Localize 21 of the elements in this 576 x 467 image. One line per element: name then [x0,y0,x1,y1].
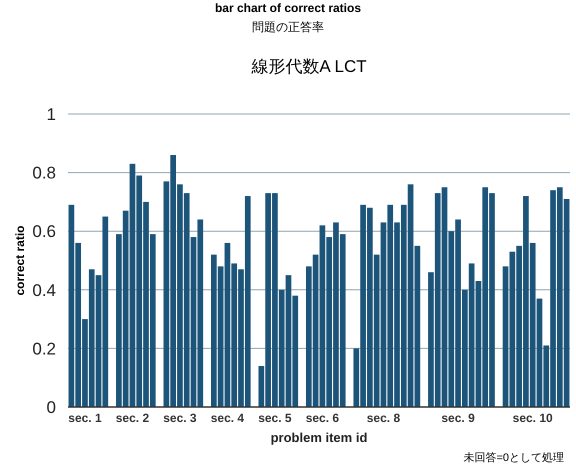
y-tick-label: 0 [46,398,56,417]
text: 線形代数A LCT [250,57,367,76]
y-axis-title: correct ratio [13,225,27,296]
y-tick-label: 0.6 [32,222,56,242]
x-tick-label: sec. 5 [258,411,292,425]
y-tick-label: 0.2 [32,339,56,358]
chart-title: bar chart of correct ratios [214,1,362,15]
x-tick-label: sec. 3 [163,411,197,425]
x-tick-label: sec. 2 [116,411,150,425]
x-tick-label: sec. 6 [306,411,340,425]
y-tick-label: 1 [46,105,56,124]
y-tick-label: 0.8 [32,164,56,183]
x-tick-label: sec. 8 [366,411,400,425]
y-tick-label: 0.4 [32,280,56,300]
text: 未回答=0として処理 [463,451,564,464]
chart-subtitle: 問題の正答率 [252,20,324,34]
x-tick-label: sec. 10 [512,411,554,425]
x-tick-label: sec. 9 [441,411,476,425]
x-tick-label: sec. 1 [68,411,102,425]
x-axis-title: problem item id [270,430,368,445]
x-tick-label: sec. 4 [210,411,244,425]
